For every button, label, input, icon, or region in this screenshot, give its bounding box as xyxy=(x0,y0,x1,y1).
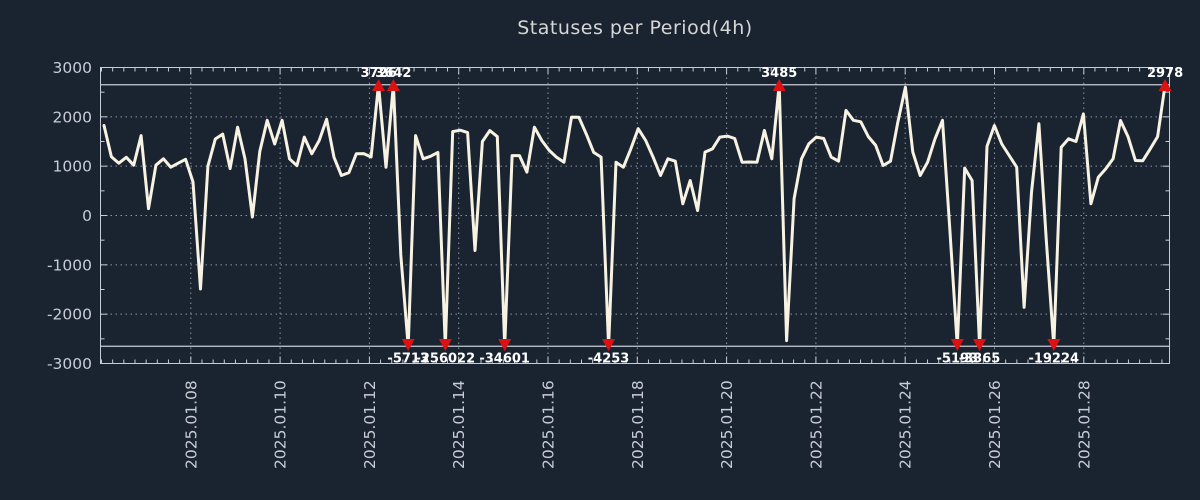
y-tick-label: 2000 xyxy=(53,108,92,126)
x-tick-label: 2025.01.12 xyxy=(361,380,379,469)
y-tick-label: 3000 xyxy=(53,59,92,77)
annotation-label: -3365 xyxy=(959,352,1001,367)
y-tick-label: -2000 xyxy=(47,306,92,324)
plot-frame xyxy=(100,67,1170,364)
x-tick-label: 2025.01.10 xyxy=(272,380,290,469)
annotation-label: -5713 xyxy=(387,352,429,367)
trough-marker xyxy=(950,339,964,351)
y-tick-label: 1000 xyxy=(53,158,92,176)
x-tick-label: 2025.01.22 xyxy=(807,380,825,469)
x-tick-label: 2025.01.28 xyxy=(1075,380,1093,469)
peak-marker xyxy=(386,79,400,91)
chart-title: Statuses per Period(4h) xyxy=(517,17,753,39)
x-tick-label: 2025.01.24 xyxy=(897,380,915,469)
x-tick-label: 2025.01.26 xyxy=(986,380,1004,469)
y-tick-label: -1000 xyxy=(47,256,92,274)
trough-marker xyxy=(973,339,987,351)
y-tick-label: -3000 xyxy=(47,355,92,373)
series-line xyxy=(102,83,1167,348)
annotation-label: 2978 xyxy=(1147,66,1183,81)
trough-marker xyxy=(498,339,512,351)
trough-marker xyxy=(602,339,616,351)
peak-marker xyxy=(772,79,786,91)
annotation-label: -5193 xyxy=(937,352,979,367)
trough-marker xyxy=(401,339,415,351)
x-tick-label: 2025.01.16 xyxy=(540,380,558,469)
x-tick-label: 2025.01.08 xyxy=(182,380,200,469)
annotation-label: -4253 xyxy=(588,352,630,367)
peak-marker xyxy=(372,79,386,91)
annotation-label: 3726 xyxy=(360,66,396,81)
annotation-label: -19224 xyxy=(1028,352,1079,367)
x-tick-label: 2025.01.14 xyxy=(450,380,468,469)
y-tick-label: 0 xyxy=(82,207,92,225)
x-tick-label: 2025.01.18 xyxy=(629,380,647,469)
trough-marker xyxy=(1047,339,1061,351)
annotation-label: -34601 xyxy=(479,352,530,367)
x-tick-label: 2025.01.20 xyxy=(718,380,736,469)
peak-marker xyxy=(1158,79,1172,91)
annotation-label: 3485 xyxy=(761,66,797,81)
trough-marker xyxy=(438,339,452,351)
annotation-label: -256022 xyxy=(415,352,475,367)
annotation-label: 3642 xyxy=(375,66,411,81)
